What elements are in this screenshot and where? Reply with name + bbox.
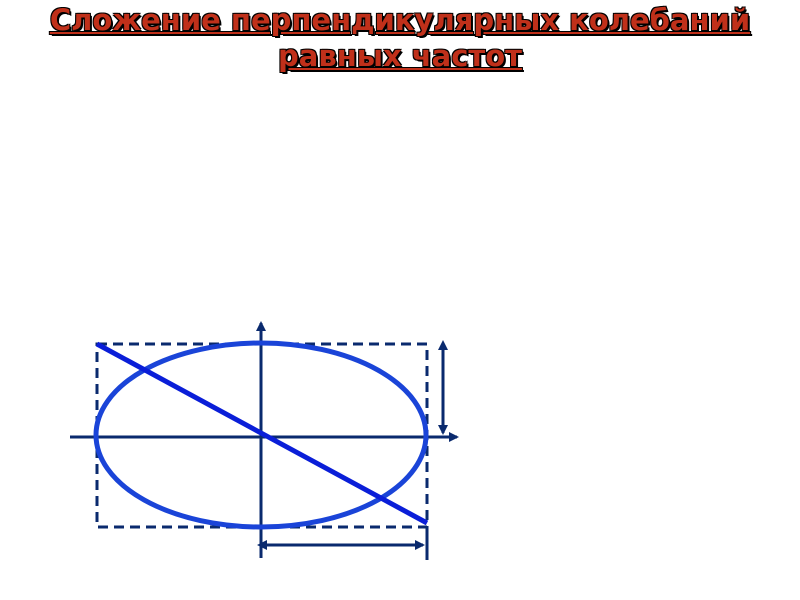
line-trajectory xyxy=(95,341,429,526)
ellipse xyxy=(93,340,429,530)
slide-title: Сложение перпендикулярных колебаний равн… xyxy=(49,3,751,73)
